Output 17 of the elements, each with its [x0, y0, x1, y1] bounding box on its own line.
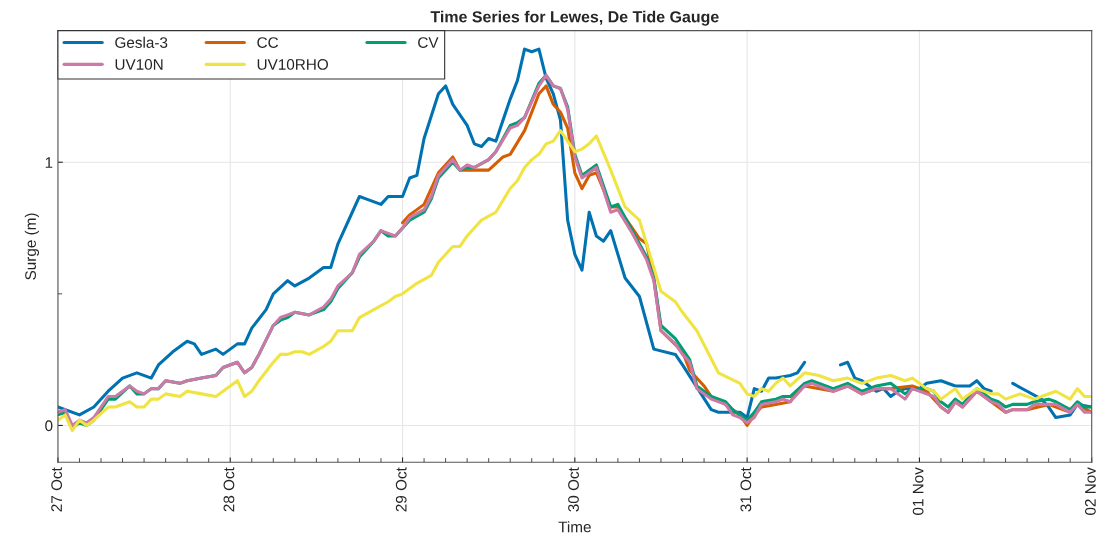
y-axis-title: Surge (m) — [24, 213, 40, 280]
legend-label: CC — [257, 37, 279, 48]
x-tick-label: 01 Nov — [912, 467, 924, 515]
x-tick-label: 29 Oct — [395, 467, 407, 512]
x-tick-label: 31 Oct — [740, 467, 752, 512]
y-tick-label: 1 — [45, 157, 53, 168]
x-tick-label: 27 Oct — [51, 467, 63, 512]
chart-title: Time Series for Lewes, De Tide Gauge — [430, 10, 719, 26]
legend-label: CV — [418, 37, 439, 48]
legend-label: Gesla-3 — [115, 36, 168, 48]
x-axis-title: Time — [558, 521, 591, 533]
x-tick-label: 02 Nov — [1085, 467, 1096, 515]
x-tick-label: 28 Oct — [223, 467, 235, 512]
legend-label: UV10N — [115, 59, 163, 70]
x-tick-label: 30 Oct — [568, 467, 579, 512]
legend-label: UV10RHO — [257, 59, 328, 70]
y-tick-label: 0 — [45, 420, 53, 432]
